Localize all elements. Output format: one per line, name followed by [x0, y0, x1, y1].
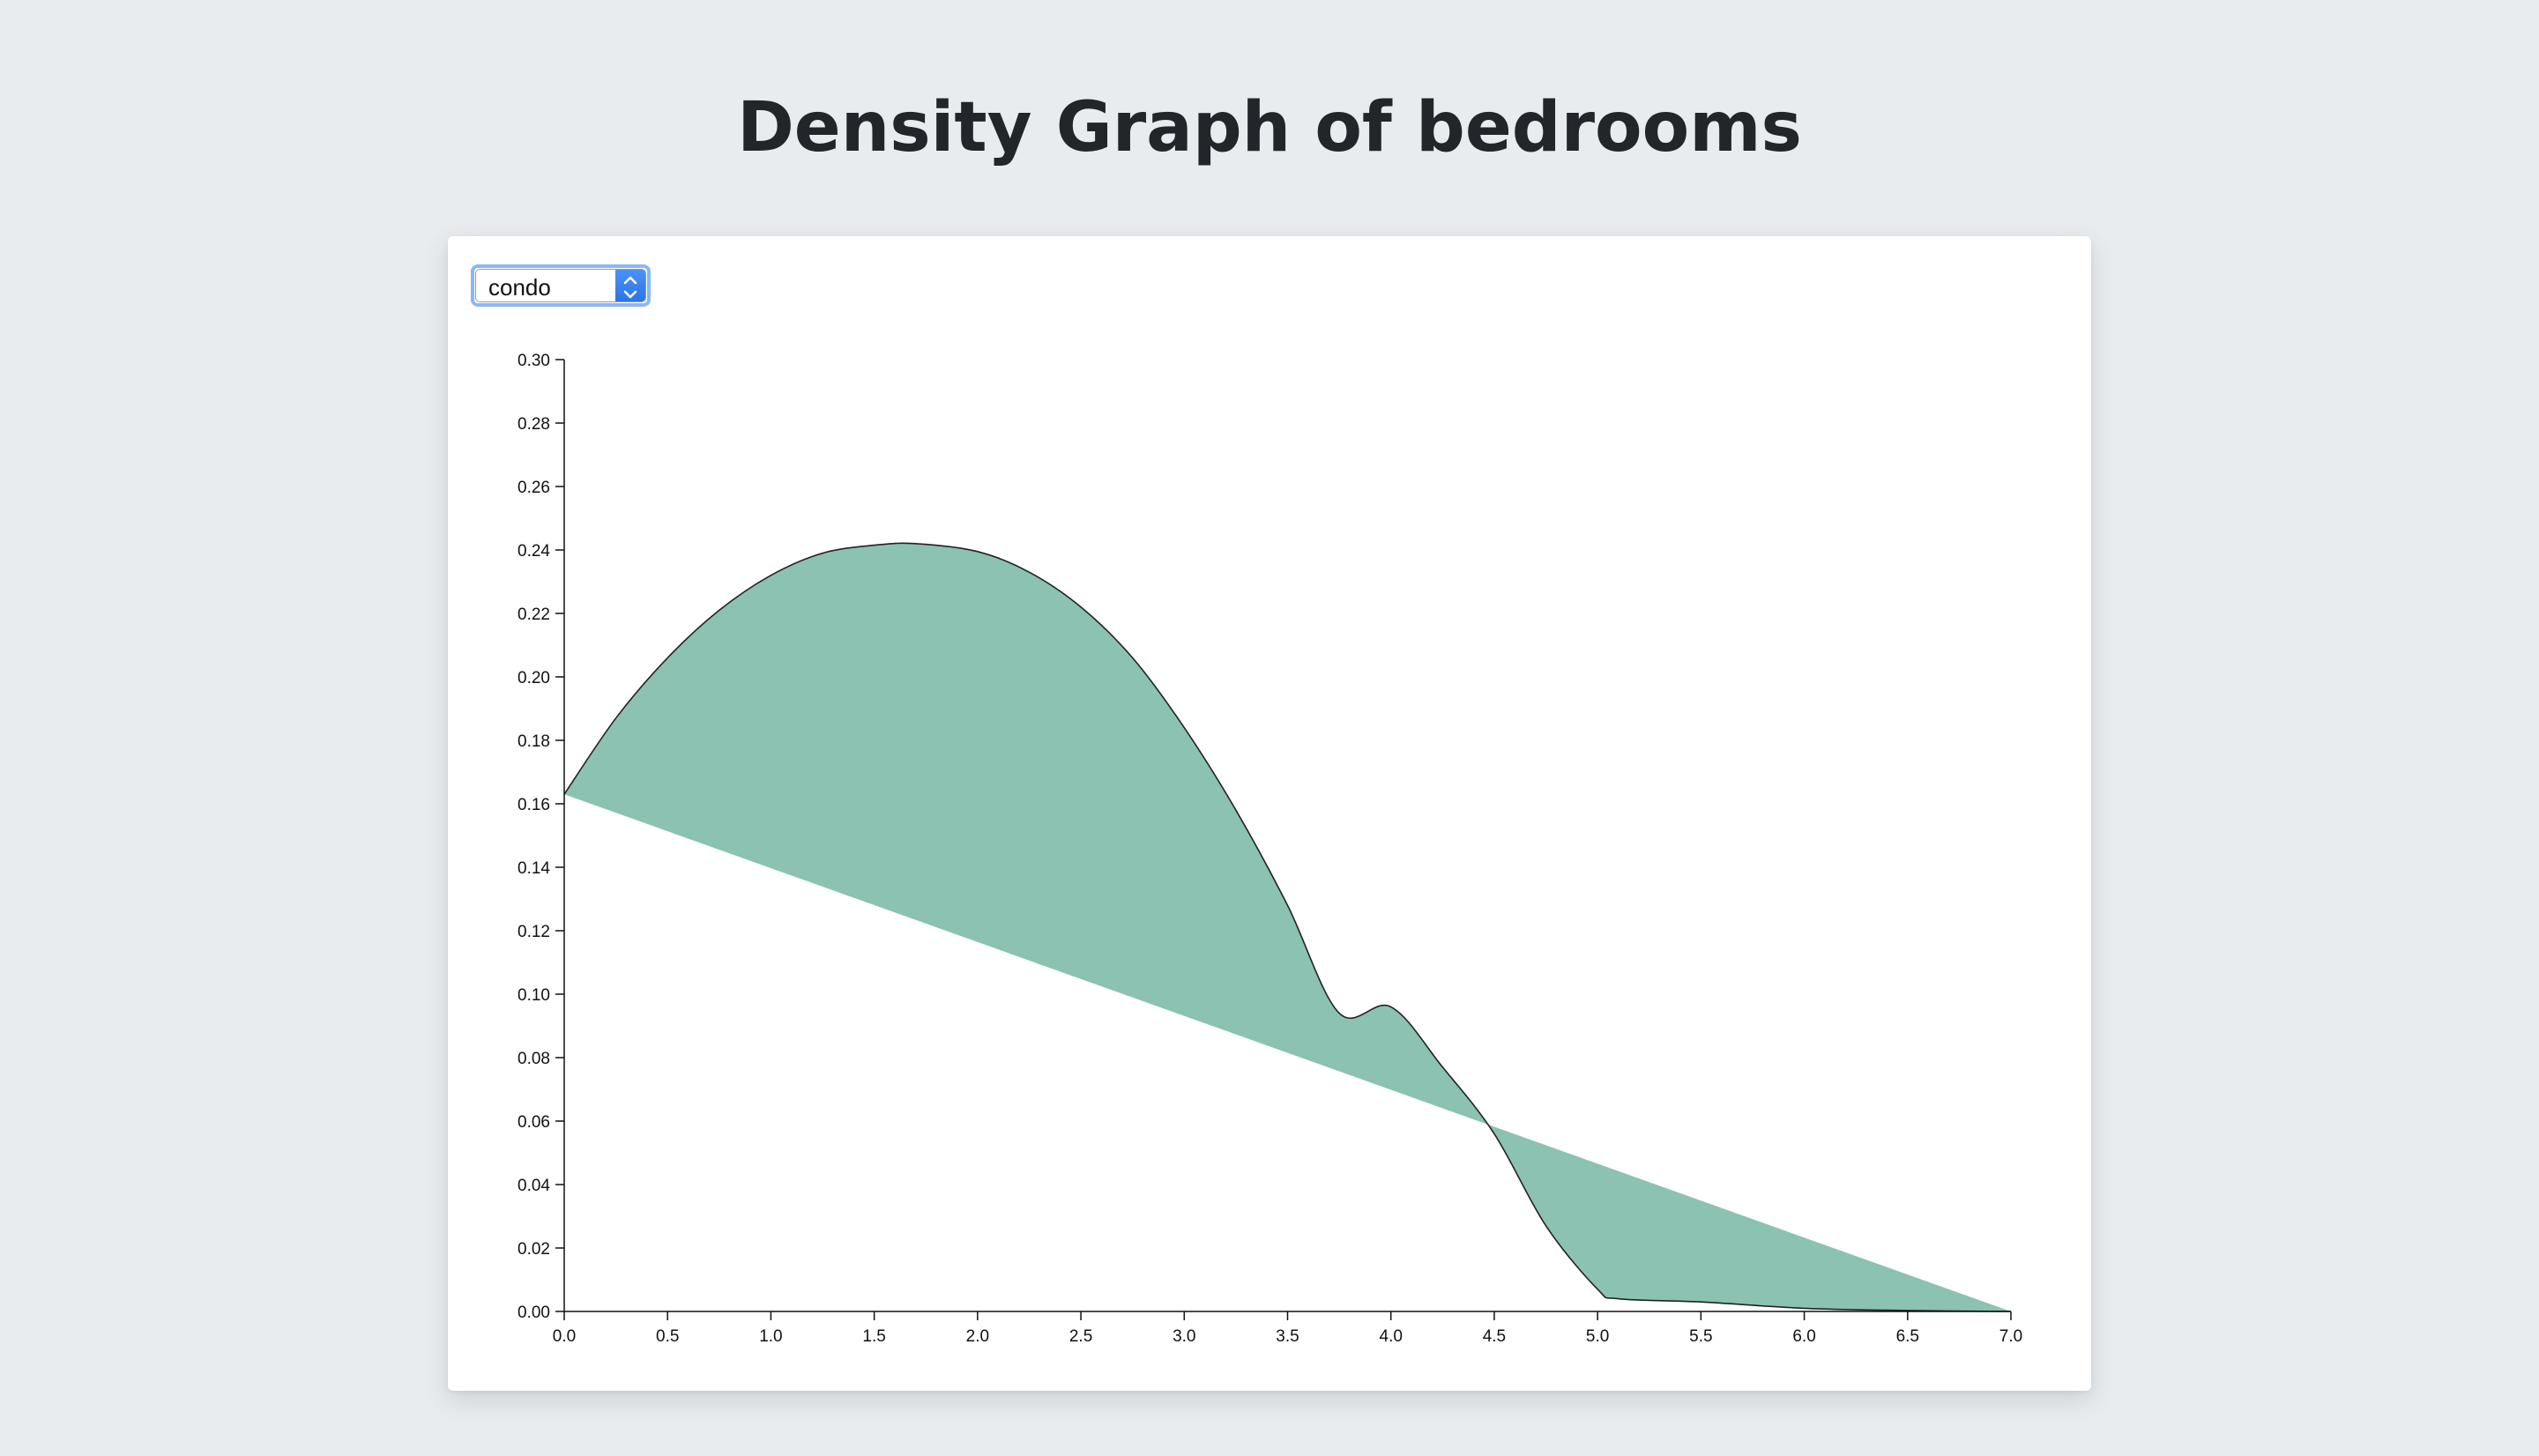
- y-tick-label: 0.10: [517, 986, 550, 1005]
- y-tick-label: 0.28: [517, 415, 550, 434]
- y-tick-label: 0.06: [517, 1113, 550, 1132]
- page-title: Density Graph of bedrooms: [737, 88, 1802, 167]
- y-tick-label: 0.14: [517, 859, 550, 878]
- y-tick-label: 0.22: [517, 605, 550, 624]
- y-tick-label: 0.12: [517, 923, 550, 941]
- x-tick-label: 6.5: [1896, 1327, 1919, 1346]
- x-tick-label: 7.0: [1999, 1327, 2022, 1346]
- y-tick-label: 0.00: [517, 1304, 550, 1322]
- y-tick-label: 0.08: [517, 1050, 550, 1068]
- x-tick-label: 4.5: [1483, 1327, 1506, 1346]
- chart-card: condo 0.0 0.5 1.0 1.5 2.0 2.5 3.0 3.5 4.0 4.5 5.0 5…: [448, 236, 2091, 1391]
- x-tick-label: 5.0: [1586, 1327, 1609, 1346]
- y-tick-label: 0.04: [517, 1177, 550, 1195]
- property-type-select[interactable]: condo: [471, 264, 651, 307]
- x-tick-label: 0.0: [553, 1327, 576, 1346]
- density-area: [564, 543, 2011, 1311]
- property-type-select-value: condo: [488, 274, 551, 301]
- y-tick-label: 0.24: [517, 542, 550, 561]
- y-tick-label: 0.20: [517, 669, 550, 687]
- density-line: [563, 542, 2012, 1312]
- y-tick-label: 0.30: [517, 352, 550, 370]
- x-tick-label: 2.5: [1069, 1327, 1092, 1346]
- y-tick-label: 0.16: [517, 796, 550, 814]
- x-tick-label: 2.0: [966, 1327, 989, 1346]
- y-tick-label: 0.02: [517, 1240, 550, 1259]
- x-tick-label: 1.0: [759, 1327, 782, 1346]
- property-type-select-box[interactable]: condo: [475, 269, 646, 302]
- chevron-up-down-icon[interactable]: [615, 270, 645, 301]
- x-tick-label: 4.0: [1380, 1327, 1403, 1346]
- x-tick-label: 5.5: [1689, 1327, 1712, 1346]
- x-tick-label: 3.0: [1173, 1327, 1195, 1346]
- y-tick-label: 0.18: [517, 732, 550, 751]
- x-tick-label: 3.5: [1276, 1327, 1299, 1346]
- density-chart: 0.0 0.5 1.0 1.5 2.0 2.5 3.0 3.5 4.0 4.5 5.0 5.5 6.0 6…: [517, 352, 2022, 1346]
- x-tick-label: 0.5: [656, 1327, 679, 1346]
- x-tick-label: 6.0: [1792, 1327, 1815, 1346]
- x-tick-label: 1.5: [862, 1327, 885, 1346]
- y-tick-label: 0.26: [517, 479, 550, 497]
